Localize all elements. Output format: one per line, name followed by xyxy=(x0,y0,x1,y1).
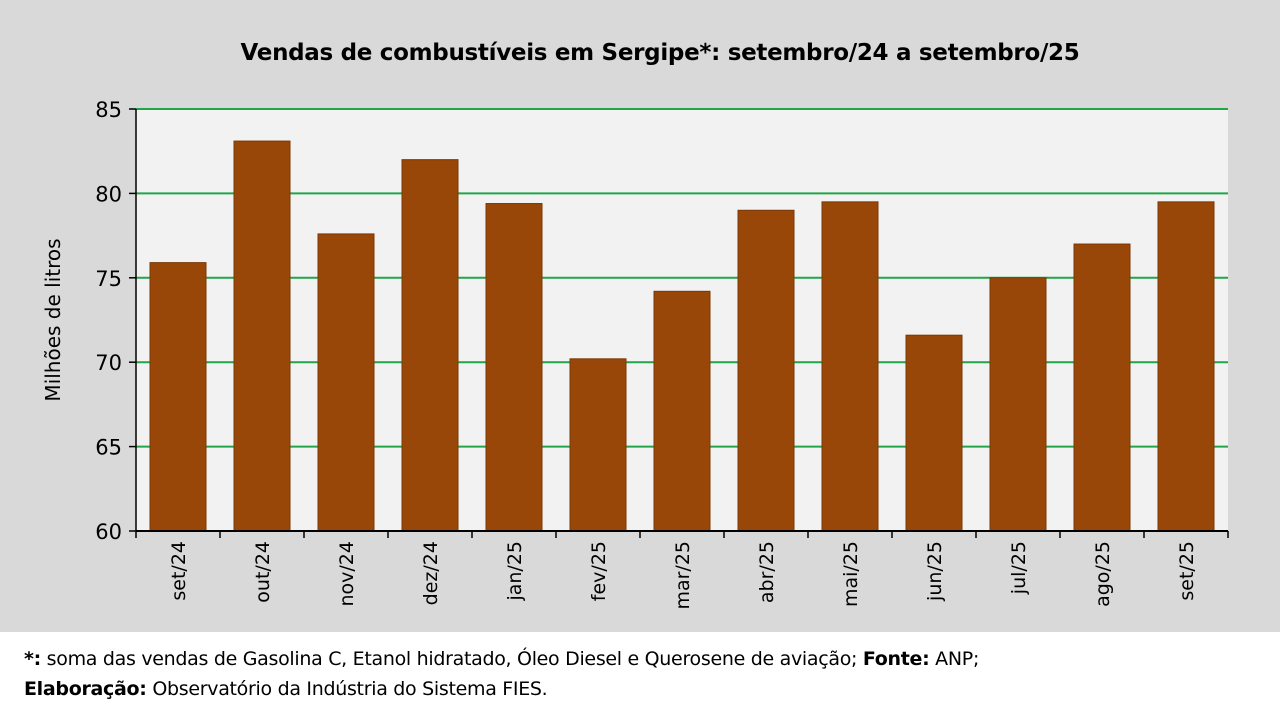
footnote-line-2: Elaboração: Observatório da Indústria do… xyxy=(24,674,1264,704)
footnote: *: soma das vendas de Gasolina C, Etanol… xyxy=(24,644,1264,704)
bar-chart: 60 65 70 75 80 85 set/24 out/24 nov/24 dez/24 jan/… xyxy=(41,98,1229,610)
bar xyxy=(1073,243,1131,532)
footnote-marker: *: xyxy=(24,648,41,670)
bar xyxy=(233,140,291,532)
chart-area: Vendas de combustíveis em Sergipe*: sete… xyxy=(0,0,1280,632)
y-tick-label: 70 xyxy=(95,351,122,375)
bar xyxy=(485,203,543,532)
x-tick-label: set/24 xyxy=(168,541,190,601)
footnote-prepared-value: Observatório da Indústria do Sistema FIE… xyxy=(146,678,548,700)
bar xyxy=(569,358,627,532)
bar xyxy=(821,201,879,532)
y-tick-label: 75 xyxy=(95,267,122,291)
y-tick-label: 85 xyxy=(95,98,122,122)
bar xyxy=(653,290,711,532)
y-axis-label: Milhões de litros xyxy=(41,238,65,401)
bar xyxy=(401,159,459,532)
footnote-source-label: Fonte: xyxy=(862,648,930,670)
x-tick-label: jul/25 xyxy=(1008,541,1030,595)
y-tick-label: 60 xyxy=(95,520,122,544)
x-tick-label: ago/25 xyxy=(1092,541,1114,607)
footnote-line-1: *: soma das vendas de Gasolina C, Etanol… xyxy=(24,644,1264,674)
bar xyxy=(989,277,1047,532)
x-tick-label: out/24 xyxy=(252,541,274,603)
x-tick-label: dez/24 xyxy=(420,541,442,605)
bar xyxy=(905,334,963,532)
bar xyxy=(149,262,207,532)
x-tick-label: nov/24 xyxy=(336,541,358,607)
x-tick-label: jan/25 xyxy=(504,541,526,602)
x-tick-label: mar/25 xyxy=(672,541,694,610)
bar xyxy=(317,233,375,532)
footnote-source-value: ANP; xyxy=(929,648,980,670)
x-tick-label: set/25 xyxy=(1176,541,1198,601)
y-tick-label: 80 xyxy=(95,182,122,206)
chart-title: Vendas de combustíveis em Sergipe*: sete… xyxy=(240,40,1080,66)
x-tick-label: jun/25 xyxy=(924,541,946,602)
footnote-prepared-label: Elaboração: xyxy=(24,678,147,700)
bar xyxy=(1157,201,1215,532)
y-tick-label: 65 xyxy=(95,436,122,460)
x-tick-label: fev/25 xyxy=(588,541,610,601)
bar xyxy=(737,209,795,532)
footnote-description: soma das vendas de Gasolina C, Etanol hi… xyxy=(40,648,863,670)
x-tick-label: mai/25 xyxy=(840,541,862,607)
x-tick-label: abr/25 xyxy=(756,541,778,603)
